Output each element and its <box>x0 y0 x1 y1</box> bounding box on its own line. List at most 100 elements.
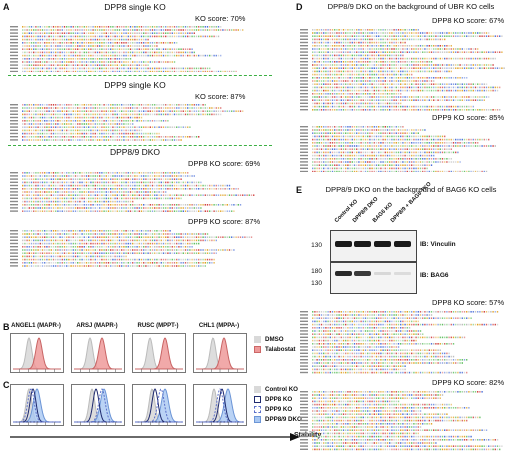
sequence-base-mark <box>217 210 220 212</box>
sequence-base-mark <box>318 61 320 63</box>
sequence-base-mark <box>180 252 182 254</box>
sequence-base-mark <box>118 129 121 132</box>
sequence-base-mark <box>213 258 215 261</box>
sequence-base-mark <box>28 139 30 141</box>
sequence-base-mark <box>206 249 209 251</box>
sequence-base-mark <box>48 230 50 232</box>
sequence-base-mark <box>83 26 85 28</box>
sequence-base-mark <box>140 107 143 109</box>
sequence-base-mark <box>134 64 136 66</box>
sequence-base-mark <box>85 107 88 109</box>
sequence-base-mark <box>77 48 79 50</box>
sequence-base-mark <box>382 54 384 57</box>
sequence-base-mark <box>143 242 145 245</box>
sequence-base-mark <box>173 26 176 28</box>
sequence-base-mark <box>118 175 121 177</box>
sequence-base-mark <box>30 207 33 209</box>
sequence-base-mark <box>116 120 118 122</box>
sequence-base-mark <box>110 239 112 242</box>
sequence-base-mark <box>103 67 105 70</box>
sequence-base-mark <box>338 41 340 44</box>
sequence-base-mark <box>384 54 386 57</box>
sequence-base-mark <box>94 258 96 261</box>
sequence-base-mark <box>149 184 151 187</box>
sequence-base-mark <box>59 126 61 128</box>
sequence-base-mark <box>46 48 48 50</box>
sequence-base-mark <box>325 61 327 63</box>
sequence-base-mark <box>101 38 103 41</box>
sequence-base-mark <box>99 120 101 122</box>
sequence-base-mark <box>81 175 83 177</box>
sequence-base-mark <box>116 246 118 248</box>
sequence-base-mark <box>191 236 193 238</box>
sequence-base-mark <box>156 35 158 38</box>
sequence-base-mark <box>384 51 386 53</box>
sequence-base-mark <box>46 26 48 28</box>
sequence-base-mark <box>92 262 94 264</box>
sequence-base-mark <box>68 246 70 248</box>
sequence-base-mark <box>114 129 116 132</box>
sequence-base-mark <box>96 113 99 116</box>
sequence-base-mark <box>85 132 88 135</box>
sequence-base-mark <box>327 32 329 34</box>
sequence-base-mark <box>123 123 125 125</box>
sequence-base-mark <box>151 252 154 254</box>
sequence-base-mark <box>349 32 351 34</box>
sequence-base-mark <box>105 139 107 141</box>
sequence-base-mark <box>79 258 81 261</box>
sequence-base-mark <box>375 32 378 34</box>
sequence-base-mark <box>52 116 55 119</box>
sequence-base-mark <box>178 67 180 70</box>
sequence-base-mark <box>52 242 55 245</box>
sequence-base-mark <box>110 204 112 206</box>
histogram-c3 <box>132 384 186 426</box>
sequence-base-mark <box>85 194 88 196</box>
sequence-base-mark <box>123 104 125 106</box>
sequence-base-mark <box>83 51 85 54</box>
sequence-base-mark <box>59 132 61 135</box>
sequence-base-mark <box>72 51 74 54</box>
sequence-base-mark <box>22 116 24 119</box>
sequence-base-mark <box>116 38 118 41</box>
sequence-base-mark <box>50 181 52 184</box>
sequence-base-mark <box>50 126 52 128</box>
sequence-base-mark <box>129 265 132 267</box>
sequence-base-mark <box>406 38 408 41</box>
sequence-base-mark <box>41 104 44 106</box>
sequence-base-mark <box>48 204 50 206</box>
sequence-base-mark <box>68 110 70 112</box>
sequence-base-mark <box>334 54 336 57</box>
sequence-base-mark <box>68 204 70 206</box>
sequence-base-mark <box>44 184 46 187</box>
sequence-base-mark <box>110 70 112 72</box>
sequence-base-mark <box>165 178 167 180</box>
sequence-base-mark <box>41 246 44 248</box>
sequence-base-mark <box>30 58 33 60</box>
sequence-base-mark <box>228 188 231 190</box>
sequence-base-mark <box>105 265 107 267</box>
sequence-base-mark <box>228 70 231 72</box>
sequence-base-mark <box>488 32 490 34</box>
sequence-base-mark <box>94 184 96 187</box>
sequence-base-mark <box>59 191 61 193</box>
sequence-read-label <box>10 242 18 245</box>
sequence-base-mark <box>37 184 39 187</box>
sequence-base-mark <box>406 29 408 31</box>
sequence-base-mark <box>437 51 439 53</box>
sequence-base-mark <box>198 239 200 242</box>
sequence-base-mark <box>22 29 24 31</box>
sequence-read-label <box>300 32 308 34</box>
sequence-base-mark <box>30 129 33 132</box>
sequence-base-mark <box>182 246 184 248</box>
sequence-base-mark <box>68 104 70 106</box>
sequence-base-mark <box>171 204 173 206</box>
sequence-base-mark <box>63 129 66 132</box>
sequence-base-mark <box>356 51 358 53</box>
sequence-base-mark <box>121 246 123 248</box>
sequence-base-mark <box>55 194 57 196</box>
sequence-read-label <box>10 48 18 50</box>
sequence-base-mark <box>167 178 169 180</box>
sequence-base-mark <box>173 210 176 212</box>
sequence-base-mark <box>134 70 136 72</box>
sequence-base-mark <box>408 48 411 50</box>
